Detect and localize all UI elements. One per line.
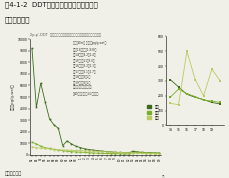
Text: 変化: 変化: [5, 16, 30, 23]
Legend: 河魚, 海魚, 海藻: 河魚, 海魚, 海藻: [146, 105, 160, 121]
Text: 図4-1-2  DDTのモニタリング調査の経年: 図4-1-2 DDTのモニタリング調査の経年: [5, 2, 97, 8]
Text: 年度: 年度: [161, 176, 165, 178]
Y-axis label: 生態（pg/g-wet）: 生態（pg/g-wet）: [11, 84, 15, 110]
Text: 全量（Wet） 下限数（pg/g-wet）
〜平成13年度　（1,930）
平成14年度　4.2（1.4）
平成15年度　11（3.0）
平成16年度　3.2（: 全量（Wet） 下限数（pg/g-wet） 〜平成13年度 （1,930） 平成…: [73, 41, 106, 95]
Text: Σp,p'-DDT  生物（河魚、海魚、海藻）の経年変化（全国平均値）: Σp,p'-DDT 生物（河魚、海魚、海藻）の経年変化（全国平均値）: [30, 33, 101, 37]
Text: 資料：環境省: 資料：環境省: [5, 171, 22, 176]
